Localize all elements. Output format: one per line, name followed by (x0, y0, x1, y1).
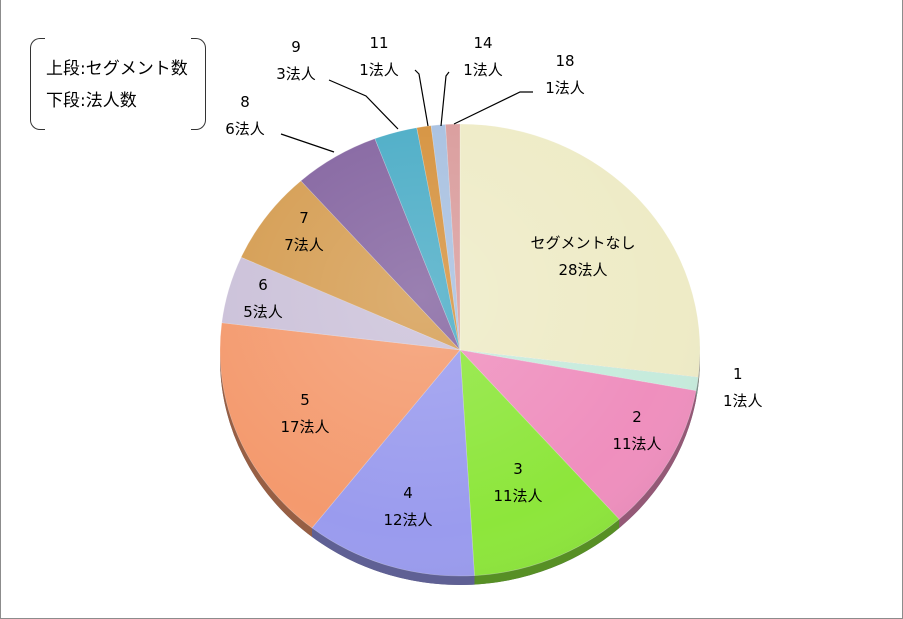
slice-segments-11: 14 (473, 34, 492, 52)
slice-segments-9: 9 (291, 38, 301, 56)
slice-label-6: 6 5法人 (243, 276, 283, 321)
slice-corporations-10: 1法人 (359, 61, 399, 79)
slice-corporations-7: 7法人 (284, 236, 324, 254)
slice-label-4: 4 12法人 (383, 484, 432, 529)
leader-line-8 (280, 133, 335, 153)
slice-segments-2: 2 (632, 408, 642, 426)
slice-corporations-12: 1法人 (545, 79, 585, 97)
slice-segments-6: 6 (258, 276, 268, 294)
slice-segments-10: 11 (369, 34, 388, 52)
leader-lines (280, 69, 533, 153)
slice-edge-0 (698, 350, 700, 387)
slice-edge-2 (619, 390, 697, 529)
slice-label-9: 9 3法人 (276, 38, 316, 83)
slice-corporations-2: 11法人 (612, 435, 661, 453)
slice-corporations-4: 12法人 (383, 511, 432, 529)
slice-edge-1 (696, 377, 699, 400)
slice-segments-1: 1 (733, 365, 743, 383)
slice-corporations-0: 28法人 (558, 261, 607, 279)
legend-line-upper: 上段:セグメント数 (46, 59, 188, 79)
slice-segments-12: 18 (555, 52, 574, 70)
slice-label-3: 3 11法人 (493, 460, 542, 505)
legend-bracket-right (191, 38, 206, 130)
slice-segments-4: 4 (403, 484, 413, 502)
slice-label-8: 8 6法人 (225, 93, 265, 138)
slice-label-2: 2 11法人 (612, 408, 661, 453)
slice-corporations-5: 17法人 (280, 418, 329, 436)
slice-corporations-8: 6法人 (225, 120, 265, 138)
slice-segments-7: 7 (299, 209, 309, 227)
slice-label-7: 7 7法人 (284, 209, 324, 254)
slice-corporations-6: 5法人 (243, 303, 283, 321)
slice-corporations-3: 11法人 (493, 487, 542, 505)
slice-label-12: 18 1法人 (545, 52, 585, 97)
slice-label-10: 11 1法人 (359, 34, 399, 79)
slice-corporations-9: 3法人 (276, 65, 316, 83)
leader-line-9 (328, 79, 399, 130)
slice-segments-5: 5 (300, 391, 310, 409)
leader-line-10 (414, 69, 429, 127)
slice-segments-8: 8 (240, 93, 250, 111)
legend-note: 上段:セグメント数 下段:法人数 (30, 38, 206, 130)
legend-bracket-left (30, 38, 45, 130)
leader-line-11 (440, 71, 450, 127)
pie-gloss (220, 124, 700, 576)
slice-edge-4 (311, 527, 475, 585)
leader-line-12 (453, 91, 533, 125)
slice-segments-0: セグメントなし (530, 234, 635, 252)
slice-corporations-11: 1法人 (463, 61, 503, 79)
slice-segments-3: 3 (513, 460, 523, 478)
slice-corporations-1: 1法人 (723, 392, 763, 410)
legend-line-lower: 下段:法人数 (46, 91, 137, 111)
slice-edge-5 (220, 350, 312, 537)
slice-label-0: セグメントなし 28法人 (530, 234, 635, 279)
slice-label-1: 1 1法人 (723, 365, 763, 410)
slice-label-11: 14 1法人 (463, 34, 503, 79)
slice-label-5: 5 17法人 (280, 391, 329, 436)
slice-edge-3 (474, 519, 620, 585)
